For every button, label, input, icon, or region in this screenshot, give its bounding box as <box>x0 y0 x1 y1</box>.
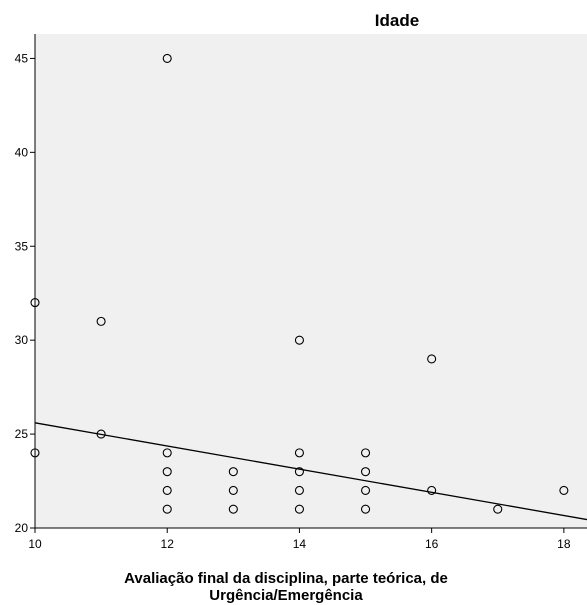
x-axis-label-line-2: Urgência/Emergência <box>209 587 363 604</box>
x-tick-label: 18 <box>557 537 571 551</box>
data-point <box>360 448 371 458</box>
data-point <box>162 485 172 495</box>
data-point <box>360 467 371 477</box>
x-axis-label-line-1: Avaliação final da disciplina, parte teó… <box>124 570 448 587</box>
y-tick-label: 25 <box>15 427 29 441</box>
y-tick-label: 30 <box>15 333 29 347</box>
y-axis: 20 25 30 35 40 45 <box>15 34 36 535</box>
data-point <box>360 504 371 514</box>
data-point <box>30 298 40 308</box>
data-point <box>162 504 172 514</box>
data-point <box>294 335 304 345</box>
data-point <box>294 467 304 477</box>
data-point <box>294 448 304 458</box>
data-point <box>294 504 304 514</box>
regression-line <box>34 422 587 521</box>
data-point <box>30 448 40 458</box>
data-point <box>96 316 106 326</box>
x-tick-label: 14 <box>293 537 307 551</box>
data-point <box>427 485 437 495</box>
data-points <box>30 53 569 514</box>
x-tick-label: 10 <box>28 537 42 551</box>
data-point <box>493 504 503 514</box>
data-point <box>360 485 371 495</box>
chart-title: Idade <box>375 11 419 30</box>
y-tick-label: 45 <box>15 51 29 65</box>
x-axis: 10 12 14 16 18 <box>28 527 587 551</box>
data-point <box>96 429 106 439</box>
data-point <box>162 448 172 458</box>
data-point <box>228 485 238 495</box>
data-point <box>427 354 437 364</box>
data-point <box>294 485 304 495</box>
plot-area <box>35 34 587 528</box>
data-point <box>162 467 172 477</box>
data-point <box>228 504 238 514</box>
data-point <box>559 485 569 495</box>
y-tick-label: 40 <box>15 145 29 159</box>
data-point <box>228 467 238 477</box>
y-tick-label: 20 <box>15 521 29 535</box>
x-tick-label: 12 <box>161 537 175 551</box>
y-tick-label: 35 <box>15 239 29 253</box>
x-tick-label: 16 <box>425 537 439 551</box>
data-point <box>162 53 172 63</box>
